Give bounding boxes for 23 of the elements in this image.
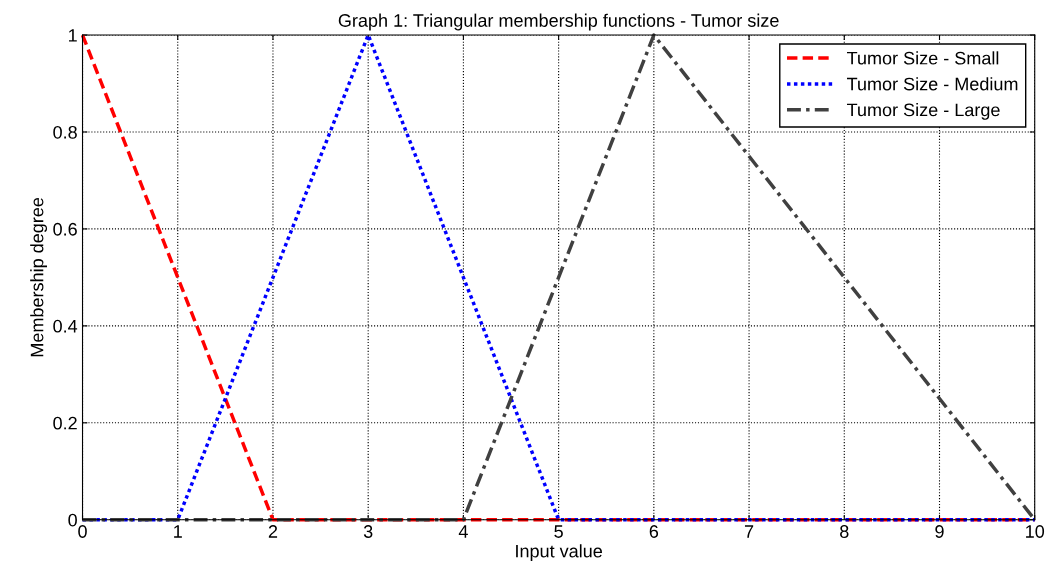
x-tick-label: 3 — [363, 525, 373, 538]
y-tick-label: 0.8 — [53, 125, 77, 139]
x-tick-label: 6 — [649, 525, 659, 538]
x-tick-label: 1 — [174, 525, 182, 538]
legend-label: Tumor Size - Large — [847, 103, 1000, 120]
y-axis-title: Membership degree — [30, 197, 48, 357]
y-tick-label: 1 — [69, 29, 77, 42]
legend-label: Tumor Size - Medium — [847, 77, 1018, 91]
x-tick-label: 0 — [78, 525, 87, 538]
x-tick-label: 7 — [744, 525, 754, 538]
x-tick-label: 4 — [458, 525, 468, 538]
x-tick-label: 8 — [840, 525, 849, 538]
y-tick-label: 0.6 — [53, 222, 77, 236]
legend-label: Tumor Size - Small — [847, 51, 999, 65]
y-tick-label: 0.4 — [53, 319, 78, 333]
x-tick-label: 10 — [1026, 525, 1045, 538]
y-tick-label: 0.2 — [53, 416, 77, 430]
y-tick-label: 0 — [68, 513, 77, 527]
x-tick-label: 2 — [268, 525, 278, 538]
x-tick-label: 5 — [554, 525, 563, 538]
chart-title: Graph 1: Triangular membership functions - Tumor size — [338, 13, 779, 31]
x-tick-label: 9 — [935, 525, 944, 538]
x-axis-title: Input value — [516, 544, 602, 562]
